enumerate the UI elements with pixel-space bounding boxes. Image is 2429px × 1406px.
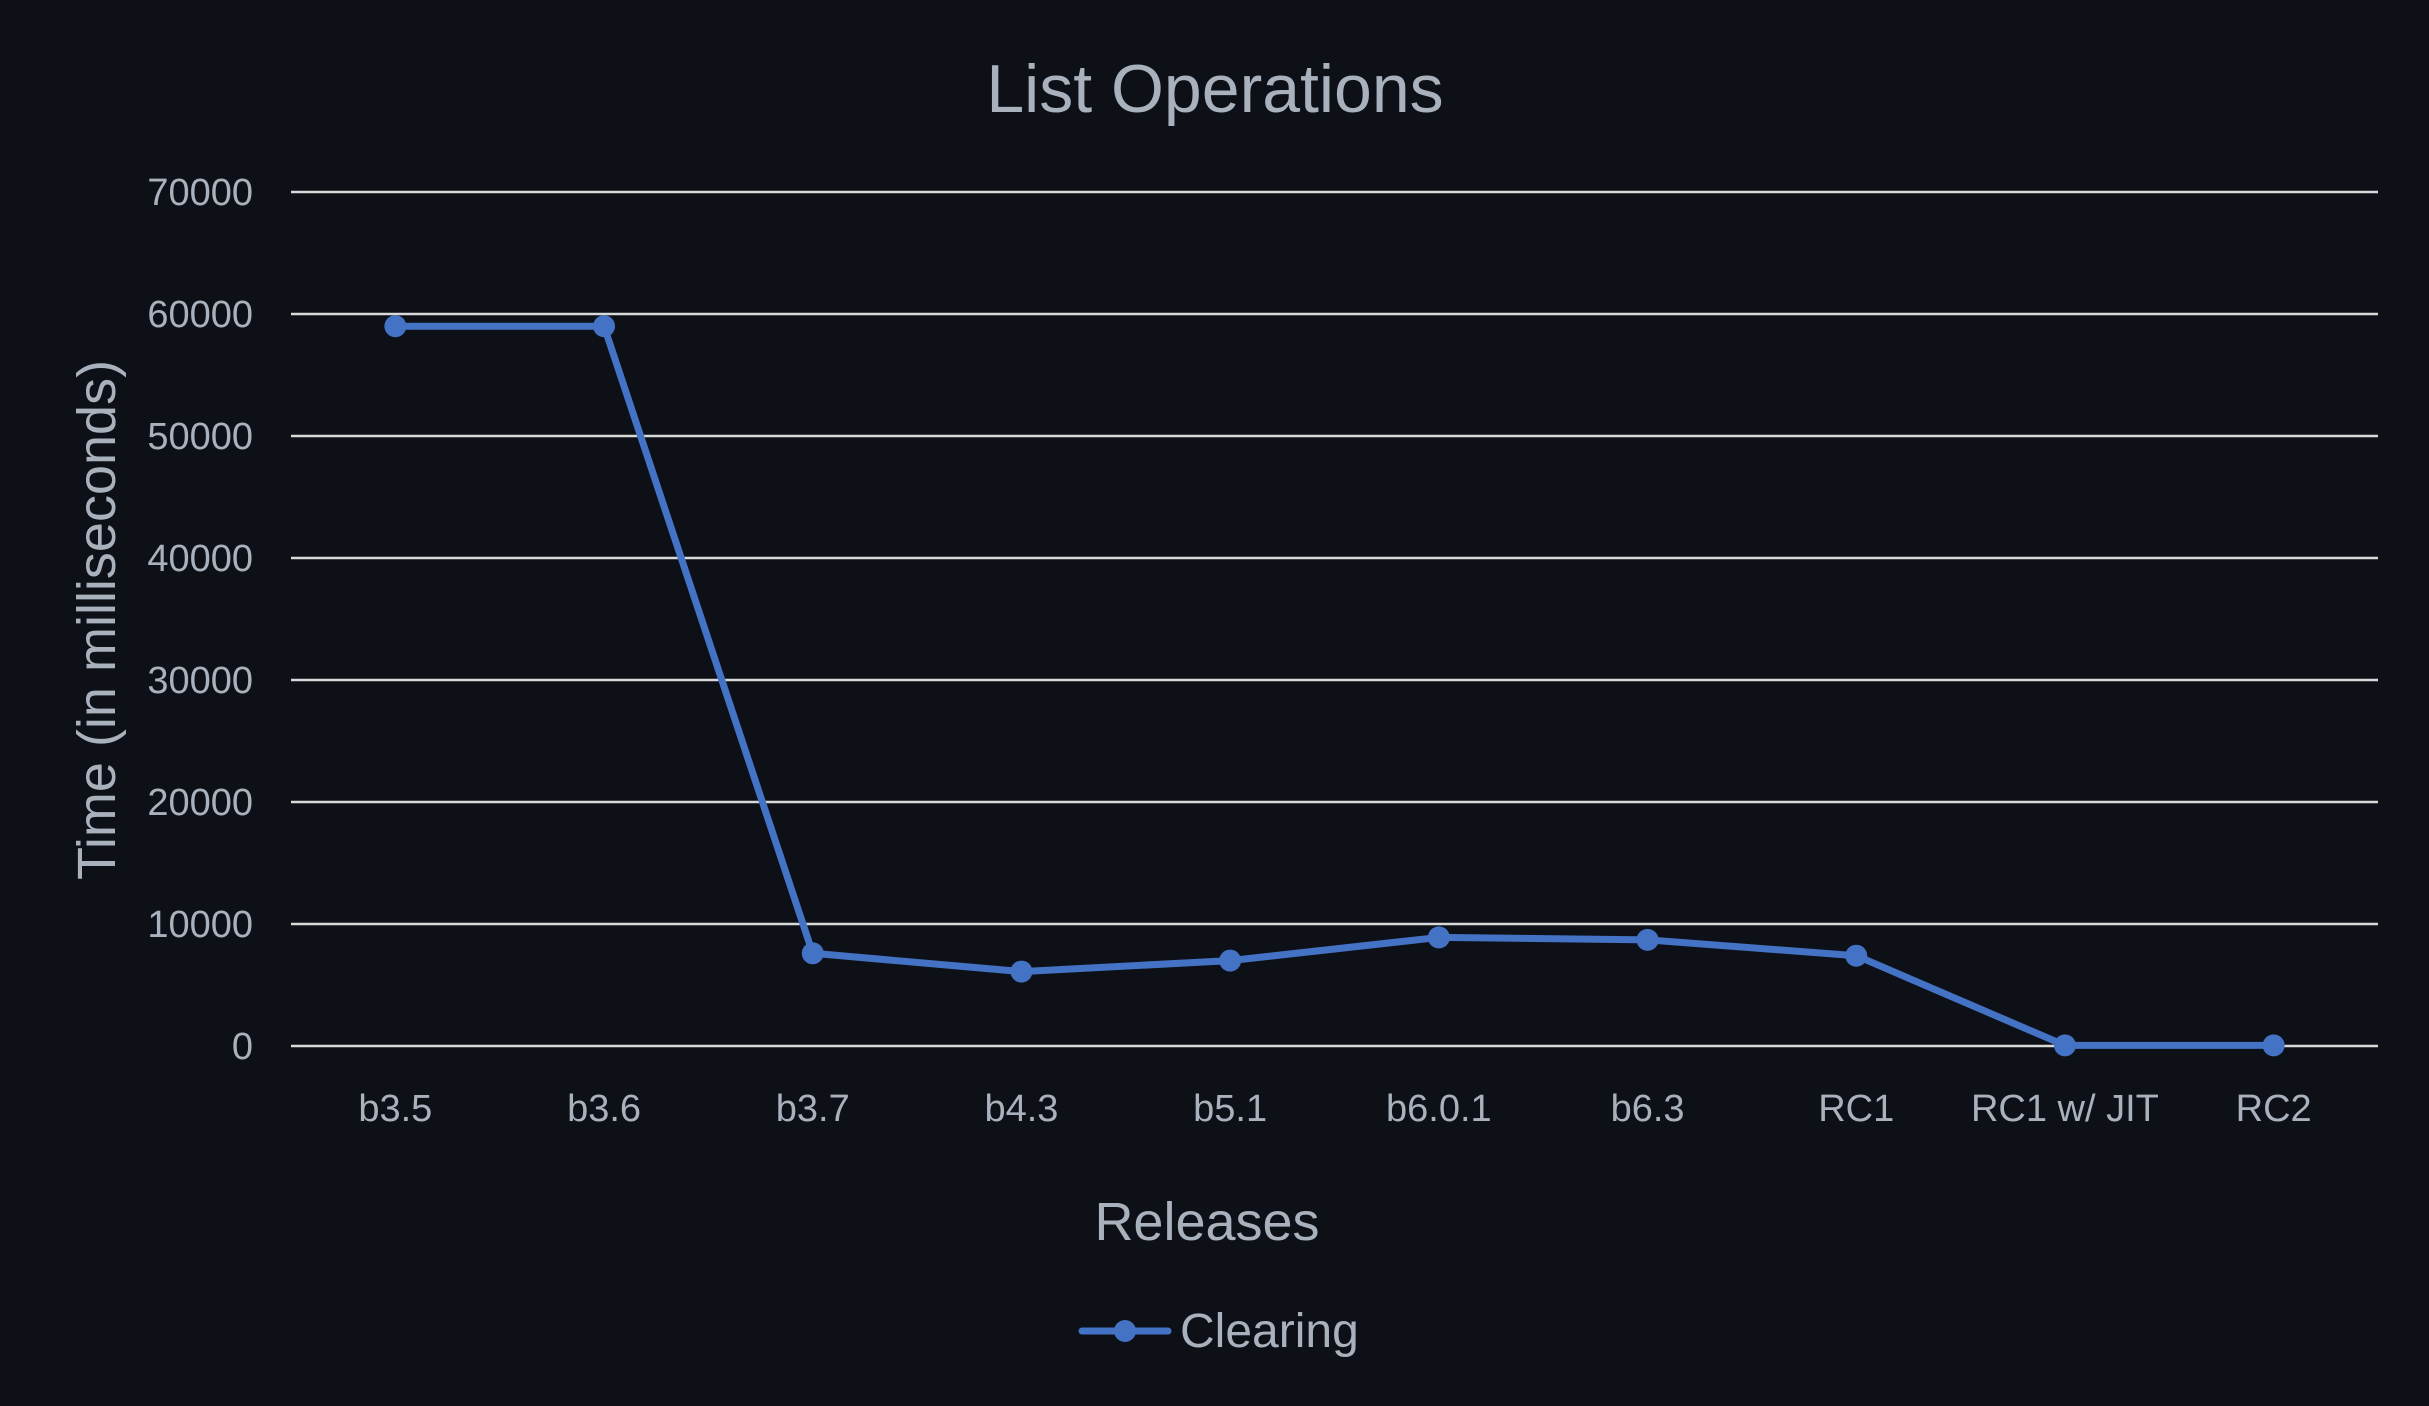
y-tick-label: 10000 bbox=[147, 904, 253, 946]
legend-label: Clearing bbox=[1180, 1305, 1359, 1358]
y-axis-ticks: 0 10000 20000 30000 40000 50000 60000 70000 bbox=[147, 172, 253, 1068]
x-tick-label: b4.3 bbox=[984, 1088, 1058, 1130]
x-tick-label: b3.5 bbox=[358, 1088, 432, 1130]
y-axis-title: Time (in milliseconds) bbox=[67, 360, 127, 880]
x-tick-label: RC1 w/ JIT bbox=[1971, 1088, 2159, 1130]
x-tick-label: b3.7 bbox=[776, 1088, 850, 1130]
legend-dot-marker bbox=[1114, 1320, 1136, 1342]
data-point[interactable] bbox=[1636, 928, 1659, 951]
data-point[interactable] bbox=[2053, 1034, 2076, 1057]
data-point[interactable] bbox=[1845, 944, 1868, 967]
x-tick-label: b5.1 bbox=[1193, 1088, 1267, 1130]
series-layer bbox=[384, 315, 2285, 1057]
x-tick-label: RC1 bbox=[1818, 1088, 1894, 1130]
series-line bbox=[391, 322, 2278, 1049]
y-tick-label: 60000 bbox=[147, 294, 253, 336]
x-axis-ticks: b3.5 b3.6 b3.7 b4.3 b5.1 b6.0.1 b6.3 RC1 RC1 w/ … bbox=[358, 1088, 2311, 1130]
data-point[interactable] bbox=[384, 315, 407, 338]
data-point[interactable] bbox=[1010, 960, 1033, 983]
data-point[interactable] bbox=[1427, 926, 1450, 949]
x-tick-label: b6.0.1 bbox=[1386, 1088, 1492, 1130]
data-point[interactable] bbox=[2262, 1034, 2285, 1057]
y-tick-label: 30000 bbox=[147, 660, 253, 702]
data-point[interactable] bbox=[801, 942, 824, 965]
x-tick-label: RC2 bbox=[2236, 1088, 2312, 1130]
x-tick-label: b3.6 bbox=[567, 1088, 641, 1130]
x-tick-label: b6.3 bbox=[1611, 1088, 1685, 1130]
chart-title: List Operations bbox=[986, 51, 1443, 127]
x-axis-title: Releases bbox=[1094, 1192, 1319, 1252]
data-point[interactable] bbox=[593, 315, 616, 338]
y-tick-label: 70000 bbox=[147, 172, 253, 214]
legend[interactable]: Clearing bbox=[1078, 1305, 1359, 1358]
y-tick-label: 0 bbox=[232, 1026, 253, 1068]
data-point[interactable] bbox=[1219, 949, 1242, 972]
y-tick-label: 50000 bbox=[147, 416, 253, 458]
y-tick-label: 20000 bbox=[147, 782, 253, 824]
y-tick-label: 40000 bbox=[147, 538, 253, 580]
